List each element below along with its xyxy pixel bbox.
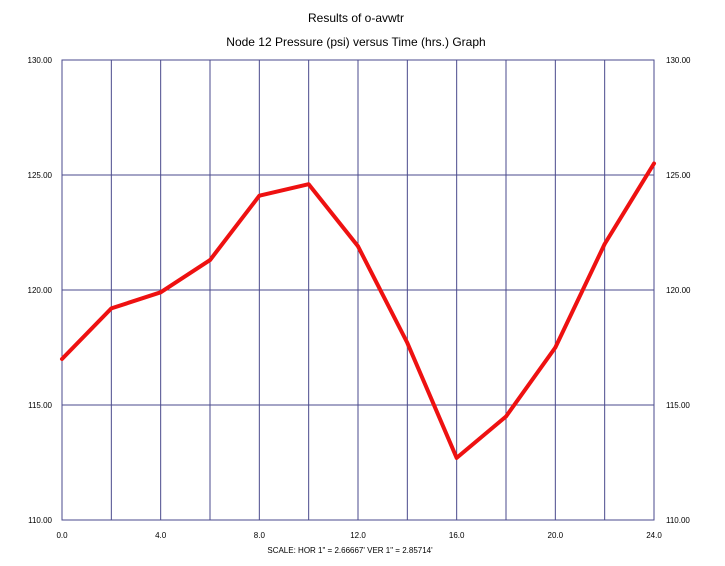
data-point-0-10 — [553, 345, 557, 350]
data-point-0-12 — [652, 161, 656, 166]
chart-title: Results of o-avwtr — [308, 11, 404, 25]
data-point-0-11 — [603, 242, 607, 246]
y-tick-label-right-2: 120.00 — [666, 286, 691, 295]
y-tick-label-left-2: 120.00 — [28, 286, 53, 295]
x-tick-label-4: 16.0 — [449, 531, 465, 540]
data-point-0-5 — [307, 182, 311, 186]
series-group — [60, 161, 656, 460]
data-point-0-6 — [356, 244, 360, 248]
data-point-0-2 — [159, 290, 163, 294]
x-tick-label-5: 20.0 — [548, 531, 564, 540]
y-tick-label-left-1: 115.00 — [28, 401, 52, 410]
data-point-0-8 — [455, 456, 459, 460]
data-point-0-9 — [504, 414, 508, 419]
x-tick-label-1: 4.0 — [155, 531, 167, 540]
y-tick-label-left-0: 110.00 — [28, 516, 52, 525]
y-tick-label-left-4: 130.00 — [28, 56, 53, 65]
data-point-0-4 — [257, 194, 261, 198]
x-tick-label-6: 24.0 — [646, 531, 662, 540]
data-point-0-1 — [109, 306, 113, 310]
plot-frame — [61, 59, 655, 521]
y-tick-label-right-0: 110.00 — [666, 516, 690, 525]
x-tick-label-2: 8.0 — [254, 531, 266, 540]
y-tick-labels: 110.00 110.00 115.00 115.00 120.00 120.00 125.… — [28, 56, 691, 525]
y-tick-label-right-4: 130.00 — [666, 56, 691, 65]
y-tick-label-left-3: 125.00 — [28, 171, 53, 180]
x-tick-labels: 0.0 4.0 8.0 12.0 16.0 20.0 24.0 — [56, 531, 662, 540]
x-tick-label-3: 12.0 — [350, 531, 366, 540]
y-tick-label-right-1: 115.00 — [666, 401, 690, 410]
data-point-0-7 — [405, 341, 409, 345]
data-point-0-0 — [60, 357, 64, 361]
scale-footer: SCALE: HOR 1" = 2.66667' VER 1" = 2.8571… — [267, 546, 433, 555]
data-point-0-3 — [208, 258, 212, 262]
x-tick-label-0: 0.0 — [56, 531, 68, 540]
y-tick-label-right-3: 125.00 — [666, 171, 691, 180]
grid-lines — [61, 59, 655, 521]
chart-subtitle: Node 12 Pressure (psi) versus Time (hrs.… — [226, 35, 485, 49]
